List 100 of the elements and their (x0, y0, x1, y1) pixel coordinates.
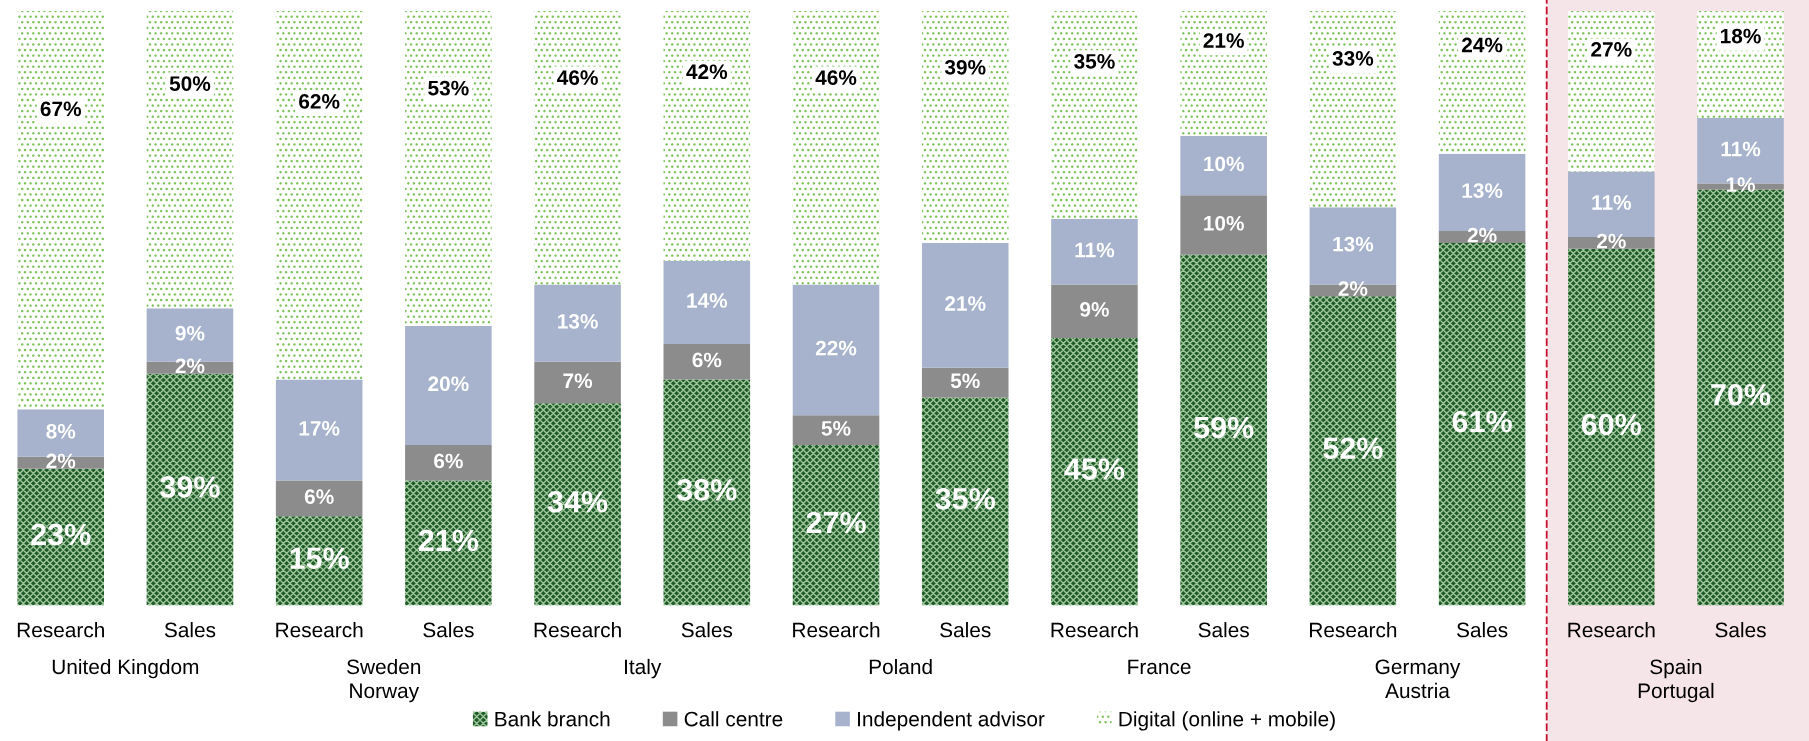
bar (275, 516, 363, 606)
data-label: 53% (428, 80, 469, 96)
bar (1051, 337, 1138, 606)
data-label: 22% (815, 340, 857, 356)
bar (1568, 248, 1655, 606)
bar (1697, 11, 1784, 119)
bar (1051, 284, 1138, 338)
bar (792, 284, 880, 416)
data-label: 13% (558, 313, 598, 329)
x-tick-label: Sales (1715, 622, 1766, 638)
data-label: 23% (31, 523, 91, 546)
data-label: 2% (1596, 233, 1626, 249)
bar (663, 260, 751, 344)
data-label: 38% (676, 479, 737, 501)
data-label: 10% (1204, 156, 1244, 172)
data-label: 67% (40, 101, 82, 117)
data-label: 21% (1203, 33, 1244, 48)
bar (275, 480, 363, 517)
data-label: 6% (304, 489, 334, 505)
bar (1438, 11, 1526, 154)
bar (792, 444, 880, 606)
text: Italy (625, 658, 662, 679)
data-label: 14% (687, 293, 728, 308)
bar (921, 367, 1009, 398)
data-label: 5% (821, 420, 851, 436)
bar (405, 480, 492, 606)
x-tick-label: Research (17, 622, 104, 638)
bar (663, 379, 751, 606)
bar (275, 11, 363, 380)
bar (534, 284, 621, 362)
x-tick-label: Sales (164, 622, 216, 638)
text: Sweden Norway (347, 658, 421, 703)
bar (921, 11, 1009, 243)
bar (1051, 11, 1138, 220)
text: Germany Austria (1375, 659, 1461, 699)
data-label: 35% (935, 487, 995, 510)
data-label: 39% (944, 59, 986, 75)
data-label: 2% (175, 358, 205, 374)
data-label: 27% (806, 511, 866, 534)
data-label: 11% (1592, 195, 1632, 210)
bar (792, 415, 880, 445)
bar (405, 11, 492, 327)
bar (275, 379, 363, 481)
data-label: 24% (1461, 37, 1503, 53)
x-tick-label: Sales (1456, 622, 1508, 638)
data-label: 21% (418, 529, 479, 552)
x-tick-label: Research (534, 622, 621, 638)
data-label: 5% (950, 373, 980, 389)
bar (405, 326, 492, 445)
data-label: 70% (1711, 383, 1771, 406)
bar (1568, 11, 1655, 172)
text: France (1128, 659, 1191, 675)
data-label: 45% (1064, 458, 1125, 480)
data-label: 39% (160, 476, 220, 498)
x-tick-label: Sales (681, 622, 733, 638)
bar (1180, 195, 1267, 255)
data-label: 52% (1323, 437, 1383, 460)
data-label: 15% (290, 547, 349, 570)
data-label: 34% (547, 490, 608, 513)
bar (534, 361, 621, 404)
x-tick-label: Research (1310, 622, 1397, 638)
bar (663, 343, 751, 380)
data-label: 2% (1338, 281, 1368, 296)
bar (534, 11, 621, 285)
legend-label: Call centre (684, 711, 783, 727)
data-label: 13% (1462, 183, 1503, 198)
data-label: 8% (46, 423, 76, 439)
data-label: 42% (686, 64, 728, 80)
text: Spain Portugal (1638, 658, 1714, 703)
bar (1309, 11, 1397, 208)
data-label: 60% (1581, 413, 1642, 436)
data-label: 11% (1721, 141, 1761, 157)
data-label: 9% (175, 325, 205, 341)
data-label: 61% (1452, 410, 1512, 433)
legend-label: Independent advisor (858, 711, 1045, 731)
data-label: 7% (563, 373, 593, 389)
bar (1051, 219, 1138, 285)
data-label: 9% (1080, 302, 1109, 317)
bar (921, 242, 1009, 368)
bar (792, 11, 880, 285)
bar (17, 468, 105, 606)
text: United Kingdom (52, 658, 199, 679)
text: Poland (869, 658, 932, 675)
data-label: 17% (299, 420, 340, 436)
x-tick-label: Research (276, 622, 363, 638)
legend-label: Digital (online + mobile) (1119, 711, 1335, 731)
x-tick-label: Sales (1198, 622, 1249, 638)
bar (1438, 242, 1526, 606)
bar (534, 403, 621, 606)
data-label: 13% (1333, 236, 1374, 252)
bar (146, 373, 234, 606)
bar (1180, 11, 1267, 136)
x-tick-label: Sales (423, 622, 474, 638)
data-label: 50% (169, 76, 211, 91)
data-label: 59% (1194, 416, 1254, 439)
data-label: 6% (434, 453, 463, 469)
bar (1180, 135, 1267, 196)
data-label: 21% (945, 296, 986, 311)
bar (1309, 296, 1397, 606)
data-label: 6% (692, 352, 722, 368)
